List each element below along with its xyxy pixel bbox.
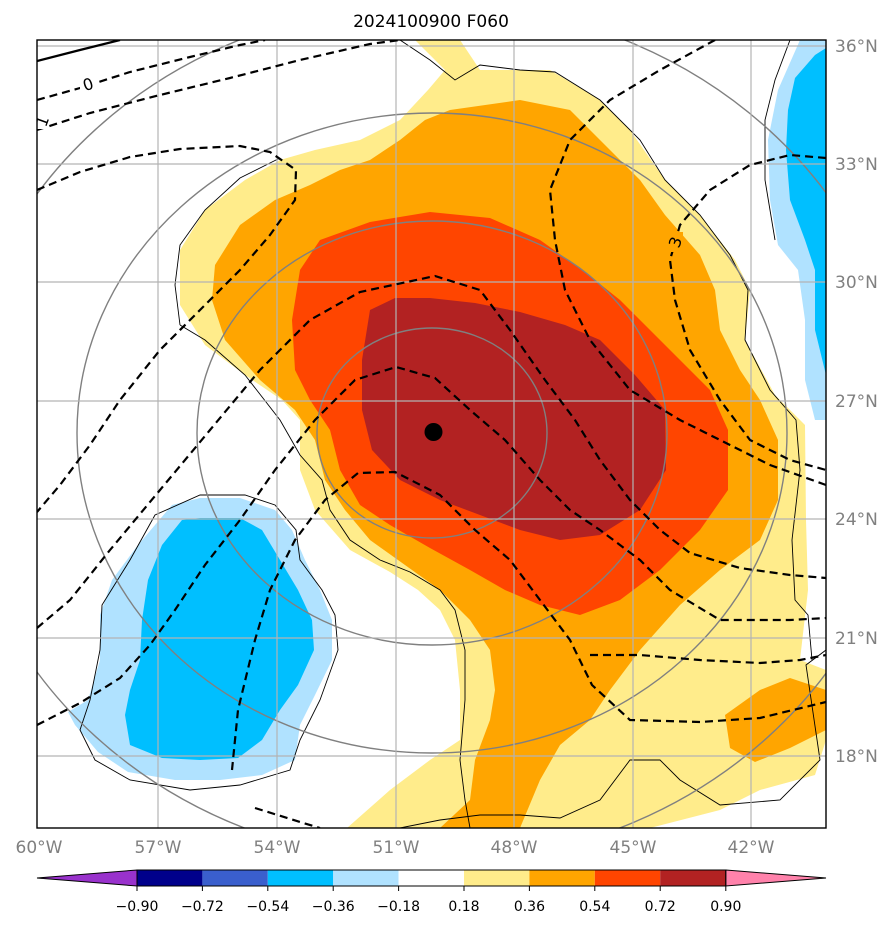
colorbar-segment [202, 870, 268, 886]
lat-label-18n: 18°N [835, 747, 878, 767]
map-frame [36, 39, 827, 829]
lon-label-54w: 54°W [254, 838, 301, 858]
dashed-contours [37, 40, 826, 828]
dashed-contour-2 [37, 144, 298, 513]
contour-label-bg-1 [37, 111, 48, 129]
lon-label-48w: 48°W [491, 838, 538, 858]
lon-label-45w: 45°W [610, 838, 657, 858]
colorbar-extension-high [725, 869, 827, 887]
colorbar-ticks [136, 886, 727, 891]
longitude-labels: 60°W 57°W 54°W 51°W 48°W 45°W 42°W [16, 838, 775, 858]
colorbar-segment [267, 870, 334, 886]
contour-label-bg-0 [80, 76, 97, 94]
zero-line-west-lobe [174, 157, 281, 326]
lat-label-30n: 30°N [835, 273, 878, 293]
colorbar-tick-label: −0.90 [116, 899, 159, 915]
zero-line-center [179, 324, 471, 828]
colorbar-tick-labels: −0.90 −0.72 −0.54 −0.36 −0.18 0.18 0.36 … [116, 899, 742, 915]
lon-label-57w: 57°W [135, 838, 182, 858]
lat-label-33n: 33°N [835, 155, 878, 175]
colorbar-segment [594, 870, 661, 886]
fill-neg-0.54-0.36-east [786, 48, 826, 375]
colorbar-tick-label: 0.90 [710, 899, 741, 915]
ring-3 [76, 112, 788, 754]
zero-line-south [399, 649, 826, 828]
colorbar-tick-label: −0.72 [181, 899, 224, 915]
contour-label-bg-3 [667, 232, 683, 252]
zero-line-west-cold [79, 494, 339, 791]
figure-title: 2024100900 F060 [353, 12, 509, 32]
gridlines [37, 40, 826, 828]
map-panel: 0 1 3 [36, 39, 827, 829]
dashed-contour-7 [548, 40, 826, 487]
dashed-contour-8 [668, 153, 826, 472]
colorbar-tick-label: −0.18 [377, 899, 420, 915]
distance-rings [37, 40, 826, 828]
zero-line-main [399, 40, 813, 661]
colorbar-frame [136, 869, 727, 887]
zero-line-east-cold [764, 40, 791, 241]
lon-label-51w: 51°W [373, 838, 420, 858]
contour-label-group: 0 1 3 [37, 74, 686, 252]
dashed-contour-1 [37, 40, 401, 132]
dashed-contour-6 [254, 806, 321, 828]
colorbar-segment [529, 870, 595, 886]
latitude-labels: 36°N 33°N 30°N 27°N 24°N 21°N 18°N [835, 37, 878, 767]
colorbar-tick-label: 0.72 [645, 899, 676, 915]
lat-label-36n: 36°N [835, 37, 878, 57]
dashed-contour-9 [590, 653, 826, 665]
map-content: 0 1 3 [37, 40, 826, 828]
dashed-contour-5 [230, 470, 826, 771]
colorbar: −0.90 −0.72 −0.54 −0.36 −0.18 0.18 0.36 … [36, 869, 827, 915]
colorbar-extension-low [36, 869, 138, 887]
lat-label-27n: 27°N [835, 392, 878, 412]
colorbar-tick-label: 0.18 [448, 899, 479, 915]
fill-neg-0.54-0.36-west [125, 518, 314, 760]
lat-label-24n: 24°N [835, 510, 878, 530]
zero-contour-lines [79, 40, 826, 828]
dashed-contour-3 [37, 274, 826, 629]
dashed-contour-0 [37, 40, 266, 102]
colorbar-tick-label: 0.36 [514, 899, 545, 915]
ring-1 [316, 327, 548, 539]
dashed-contour-4 [37, 365, 826, 726]
solid-contour [37, 40, 121, 63]
colorbar-segment [398, 870, 464, 886]
colorbar-tick-label: 0.54 [579, 899, 610, 915]
colorbar-segment [464, 870, 530, 886]
storm-center-marker [424, 423, 443, 441]
colorbar-segment [660, 870, 726, 886]
lon-label-60w: 60°W [16, 838, 63, 858]
colorbar-tick-label: −0.36 [312, 899, 355, 915]
fill-0.36-0.54-se [725, 678, 826, 762]
colorbar-segment [137, 870, 203, 886]
ring-2 [196, 220, 668, 646]
lat-label-21n: 21°N [835, 629, 878, 649]
colorbar-segment [333, 870, 399, 886]
colorbar-tick-label: −0.54 [246, 899, 289, 915]
lon-label-42w: 42°W [728, 838, 775, 858]
